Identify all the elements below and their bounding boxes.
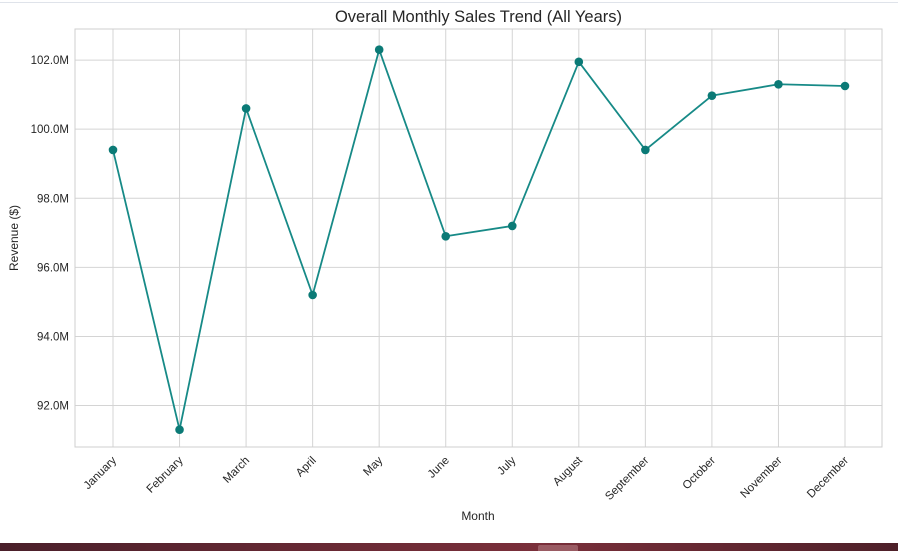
y-tick-label: 96.0M: [37, 262, 69, 274]
data-point[interactable]: [308, 290, 317, 300]
data-point[interactable]: [241, 104, 251, 113]
y-axis-title: Revenue ($): [7, 205, 21, 271]
data-point[interactable]: [840, 81, 850, 91]
x-tick-label: December: [805, 455, 851, 501]
grid-layer: [75, 29, 882, 447]
data-point[interactable]: [441, 231, 451, 241]
x-axis-title: Month: [461, 509, 494, 523]
y-tick-label: 102.0M: [31, 55, 69, 67]
window-top-border: [0, 2, 898, 3]
x-tick-label: February: [145, 454, 186, 495]
x-tick-label: January: [82, 454, 120, 492]
data-point[interactable]: [641, 145, 650, 155]
y-tick-label: 92.0M: [37, 401, 69, 413]
y-tick-label: 100.0M: [31, 124, 69, 136]
x-tick-label: June: [426, 455, 452, 481]
data-point[interactable]: [507, 221, 517, 231]
y-axis-ticks: 92.0M 94.0M 96.0M 98.0M 100.0M 102.0M: [31, 55, 69, 412]
data-point[interactable]: [108, 145, 118, 155]
data-point[interactable]: [707, 91, 717, 100]
x-tick-label: August: [551, 454, 585, 488]
x-tick-label: March: [221, 455, 252, 486]
y-tick-label: 94.0M: [37, 331, 69, 343]
taskbar-tab[interactable]: [538, 545, 578, 551]
chart-title: Overall Monthly Sales Trend (All Years): [335, 8, 622, 26]
x-tick-label: May: [361, 454, 385, 478]
x-tick-label: July: [495, 454, 518, 477]
y-tick-label: 98.0M: [37, 193, 69, 205]
x-tick-label: April: [294, 455, 319, 480]
x-tick-label: October: [681, 455, 719, 493]
series-layer: [108, 45, 850, 435]
x-tick-label: November: [739, 455, 785, 501]
plot-frame: [74, 28, 883, 448]
taskbar-strip: [0, 543, 898, 551]
data-point[interactable]: [175, 425, 184, 435]
x-tick-label: September: [603, 455, 651, 503]
data-point[interactable]: [374, 45, 384, 55]
data-point[interactable]: [574, 57, 584, 67]
x-axis-ticks: January February March April May June July Augu…: [82, 454, 852, 503]
series-line: [112, 48, 846, 431]
data-point[interactable]: [774, 79, 783, 89]
